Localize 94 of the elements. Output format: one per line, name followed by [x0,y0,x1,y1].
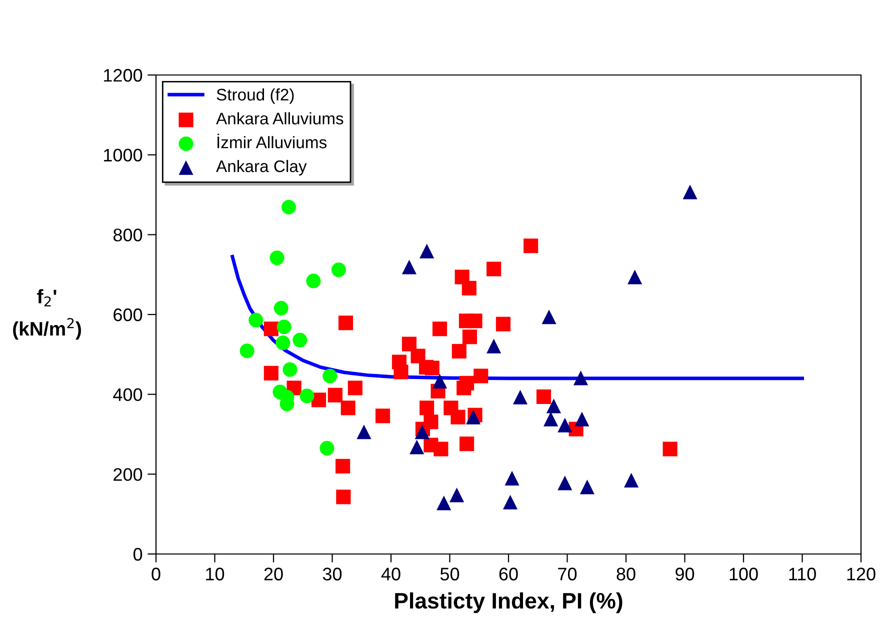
point [300,388,314,404]
point [281,200,296,214]
point [402,336,416,352]
point [375,408,390,424]
point [394,364,408,380]
point [410,348,426,364]
x-tick-label: 50 [440,568,460,580]
x-tick-label: 90 [676,568,694,580]
x-tick-label: 0 [152,568,160,580]
point [624,472,639,488]
point [544,412,558,426]
legend-label: İzmir Alluviums [218,134,327,148]
point [420,244,434,258]
legend-label: Ankara Alluviums [216,112,344,124]
x-tick-label: 80 [616,568,636,580]
point [336,490,351,504]
point [512,390,528,404]
point [456,380,472,396]
point [274,300,288,316]
x-axis-title: Plasticty Index, PI (%) [395,592,622,614]
point [336,458,350,474]
point [410,440,424,454]
point [486,338,502,354]
x-tick-label: 120 [847,568,876,580]
line-series [230,254,804,380]
text: f$_{2}$' (kN/m$^{2}$) [13,289,81,340]
point [402,260,416,274]
point [331,262,346,278]
point [468,314,482,328]
point [424,360,440,376]
point [270,250,284,266]
point [276,320,292,334]
point [450,410,466,424]
point [558,476,572,490]
point [558,418,572,432]
point [276,336,290,350]
point [542,310,556,324]
x-tick-label: 10 [206,568,224,580]
point [240,344,254,358]
point [573,370,588,386]
point [628,270,642,284]
point [311,392,326,408]
legend-label: Stroud (f2) [216,88,294,104]
point [432,374,448,388]
point [682,184,698,200]
point [662,442,678,456]
x-tick-label: 30 [322,568,342,580]
point [462,330,478,344]
x-tick-label: 20 [264,568,283,580]
point [502,494,518,510]
point [474,368,488,384]
point [434,442,448,456]
point [338,316,354,330]
point [574,412,590,426]
point [450,488,464,502]
point [320,440,334,456]
x-tick-label: 60 [499,568,518,580]
point [460,436,474,452]
point [306,274,321,288]
point [414,424,430,440]
y-tick-label: 0 [133,548,142,561]
point [420,400,434,416]
point [248,312,264,328]
y-tick-label: 600 [114,308,142,322]
x-tick-label: 40 [381,568,400,580]
point [264,322,278,336]
y-tick-label: 800 [113,228,142,242]
y-tick-label: 1000 [104,148,142,162]
point [536,389,552,404]
y-tick-label: 200 [114,468,142,481]
x-tick-label: 100 [730,568,758,580]
point [356,424,372,440]
point [504,470,520,486]
point [462,280,476,296]
point [264,366,278,380]
point [486,262,502,276]
x-tick-label: 110 [789,568,816,580]
point [328,388,342,402]
point [282,362,298,377]
x-tick-label: 70 [558,568,577,580]
y-tick-label: 400 [113,388,142,402]
point [322,368,338,384]
y-tick-label: 1200 [104,68,142,82]
point [496,316,510,332]
point [340,400,356,416]
point [524,238,538,254]
point [452,344,466,359]
point [348,380,362,396]
point [546,398,562,414]
point [292,332,308,348]
point [580,480,595,494]
legend-label: Ankara Clay [216,160,307,176]
point [432,322,448,336]
point [436,496,452,510]
